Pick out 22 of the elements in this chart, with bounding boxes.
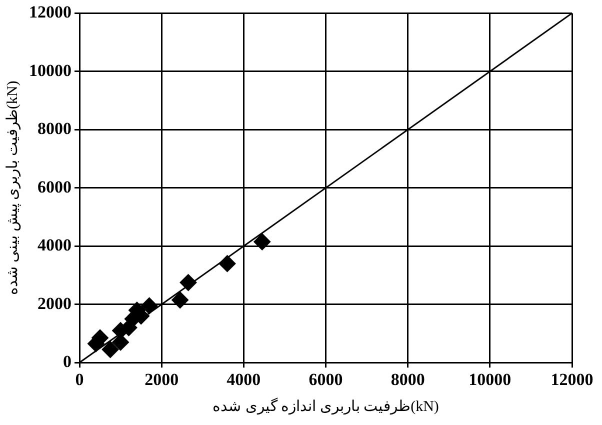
point bbox=[140, 297, 158, 314]
y-tick-label: 4000 bbox=[38, 236, 72, 255]
point bbox=[102, 341, 119, 358]
x-tick-label: 10000 bbox=[468, 370, 512, 390]
y-tick-label: 12000 bbox=[29, 2, 72, 22]
y-axis-title: ظرفیت باربری پیش بینی شده(kN) bbox=[4, 80, 21, 296]
x-tick-label: 12000 bbox=[550, 370, 594, 390]
point bbox=[180, 274, 197, 292]
x-tick-label: 8000 bbox=[390, 370, 425, 390]
point bbox=[172, 292, 189, 308]
y-tick-label: 2000 bbox=[38, 294, 72, 313]
y-tick-label: 6000 bbox=[38, 177, 72, 196]
y-tick-label: 0 bbox=[63, 352, 72, 371]
x-tick-label: 6000 bbox=[308, 370, 343, 390]
y-tick-label: 10000 bbox=[29, 60, 72, 80]
point bbox=[254, 233, 271, 250]
point bbox=[218, 255, 236, 272]
y-tick-label: 8000 bbox=[38, 119, 72, 138]
x-tick-label: 2000 bbox=[144, 370, 179, 390]
x-tick-label: 4000 bbox=[226, 370, 261, 390]
x-tick-label: 0 bbox=[75, 370, 84, 390]
x-axis-title: ظرفیت باربری اندازه گیری شده(kN) bbox=[212, 396, 439, 415]
